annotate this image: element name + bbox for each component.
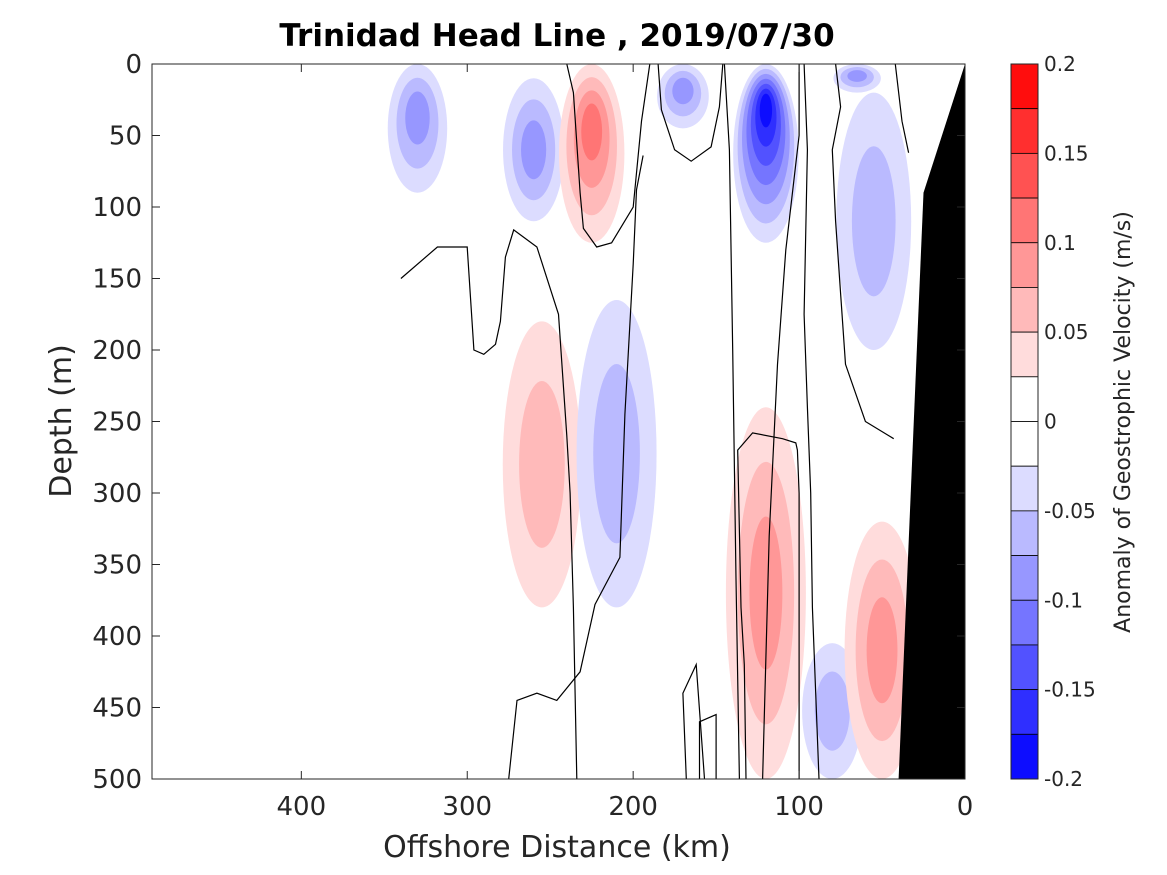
colorbar-swatch — [1010, 465, 1039, 512]
zero-contour-line — [762, 64, 800, 779]
zero-contours — [400, 64, 910, 779]
zero-contour-line — [831, 64, 895, 440]
colorbar-tick-label: -0.2 — [1044, 767, 1083, 791]
y-tick-label: 300 — [92, 479, 142, 509]
plot-area — [151, 63, 966, 780]
velocity-band — [814, 671, 850, 751]
velocity-band — [581, 103, 603, 161]
x-tick-label: 400 — [277, 792, 327, 822]
y-tick-label: 50 — [109, 122, 142, 152]
colorbar-tick-label: 0 — [1044, 410, 1057, 434]
colorbar-swatch — [1010, 242, 1039, 288]
velocity-band — [866, 597, 898, 704]
y-tick-label: 200 — [92, 336, 142, 366]
colorbar-swatch — [1010, 644, 1039, 691]
x-axis-label: Offshore Distance (km) — [383, 830, 731, 865]
colorbar-swatch — [1010, 63, 1039, 110]
velocity-band — [749, 516, 783, 670]
colorbar-tick-label: 0.15 — [1044, 141, 1089, 165]
y-tick-label: 350 — [92, 551, 142, 581]
colorbar-swatch — [1010, 287, 1039, 333]
zero-contour-line — [737, 432, 800, 779]
velocity-band — [519, 380, 565, 548]
x-tick-label: 0 — [957, 792, 974, 822]
colorbar-swatch — [1010, 510, 1039, 556]
zero-contour-line — [698, 713, 717, 779]
colorbar-swatch — [1010, 331, 1039, 378]
x-tick-label: 200 — [608, 792, 658, 822]
colorbar-tick-label: 0.1 — [1044, 231, 1076, 255]
chart-title: Trinidad Head Line , 2019/07/30 — [279, 18, 834, 54]
zero-contour-line — [894, 64, 910, 153]
velocity-band — [759, 93, 773, 128]
colorbar-swatch — [1010, 733, 1039, 780]
bathymetry — [898, 64, 965, 779]
x-tick-label: 300 — [442, 792, 492, 822]
colorbar-swatch — [1010, 689, 1039, 735]
y-tick-label: 150 — [92, 265, 142, 295]
velocity-band — [851, 146, 896, 297]
y-axis-label: Depth (m) — [44, 344, 79, 498]
colorbar-swatch — [1010, 197, 1039, 244]
colorbar-tick-label: -0.05 — [1044, 499, 1096, 523]
velocity-band — [405, 91, 430, 145]
velocity-field — [387, 64, 920, 779]
y-tick-label: 400 — [92, 622, 142, 652]
colorbar-tick-label: -0.1 — [1044, 588, 1083, 612]
colorbar-swatch — [1010, 599, 1039, 646]
y-axis: 0 50 100 150 200 250 300 350 400 450 500 — [92, 50, 965, 795]
velocity-band — [847, 70, 867, 82]
colorbar-swatch — [1010, 152, 1039, 199]
velocity-band — [672, 77, 694, 105]
velocity-band — [521, 120, 547, 180]
y-tick-label: 0 — [125, 50, 142, 80]
colorbar-tick-label: 0.05 — [1044, 320, 1089, 344]
zero-contour-line — [803, 64, 820, 779]
zero-contour-line — [657, 64, 724, 162]
y-tick-label: 450 — [92, 694, 142, 724]
colorbar-swatch — [1010, 555, 1039, 601]
zero-contour-line — [566, 64, 651, 248]
y-tick-label: 500 — [92, 765, 142, 795]
colorbar-tick-label: -0.15 — [1044, 678, 1096, 702]
colorbar-swatch — [1010, 421, 1039, 467]
colorbar-frame — [1010, 63, 1039, 780]
zero-contour-line — [508, 155, 644, 779]
x-axis: 400 300 200 100 0 — [277, 64, 974, 822]
zero-contour-line — [723, 64, 740, 779]
x-tick-label: 100 — [774, 792, 824, 822]
velocity-band — [593, 364, 640, 544]
colorbar-swatch — [1010, 376, 1039, 422]
bathymetry-shape — [898, 64, 965, 779]
colorbar-swatch — [1010, 108, 1039, 154]
y-tick-label: 100 — [92, 193, 142, 223]
y-tick-label: 250 — [92, 408, 142, 438]
zero-contour-line — [400, 228, 578, 779]
colorbar: 0.2 0.15 0.1 0.05 0 -0.05 -0.1 -0.15 -0.2 — [1010, 52, 1096, 791]
colorbar-label: Anomaly of Geostrophic Velocity (m/s) — [1111, 211, 1136, 633]
colorbar-tick-label: 0.2 — [1044, 52, 1076, 76]
